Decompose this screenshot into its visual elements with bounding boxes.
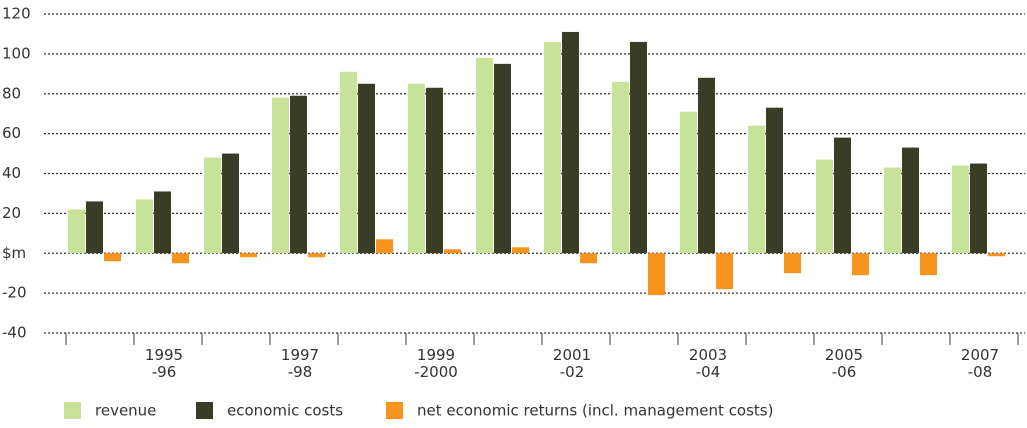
legend-swatch	[196, 402, 213, 419]
bar	[172, 253, 189, 264]
bar	[104, 253, 121, 262]
bar	[136, 199, 153, 254]
bar	[86, 201, 103, 254]
bar	[970, 163, 987, 254]
x-tick-label: 1999 -2000	[414, 346, 458, 381]
bar	[68, 209, 85, 254]
bar	[698, 77, 715, 254]
bar	[902, 147, 919, 254]
x-tick-label: 2001 -02	[552, 346, 592, 381]
bar	[358, 83, 375, 254]
bar	[240, 253, 257, 258]
bar	[154, 191, 171, 254]
bar	[630, 41, 647, 254]
x-tick-label: 2007 -08	[960, 346, 1000, 381]
bar	[426, 87, 443, 254]
bar	[648, 253, 665, 296]
bar	[444, 249, 461, 254]
bar	[816, 159, 833, 254]
x-tick-label: 1995 -96	[144, 346, 184, 381]
legend-swatch	[64, 402, 81, 419]
bar	[580, 253, 597, 264]
y-tick-label: 80	[2, 84, 21, 102]
bar	[952, 165, 969, 254]
x-tick-label: 2003 -04	[688, 346, 728, 381]
y-tick-label: -40	[2, 324, 27, 342]
bar	[612, 81, 629, 254]
bar	[784, 253, 801, 274]
x-tick-label: 1997 -98	[280, 346, 320, 381]
legend-swatch	[386, 402, 403, 419]
bar	[376, 239, 393, 254]
bar	[680, 111, 697, 254]
bar	[222, 153, 239, 254]
y-tick-label: 40	[2, 164, 21, 182]
bar	[884, 167, 901, 254]
x-tick-label: 2005 -06	[824, 346, 864, 381]
bar	[716, 253, 733, 290]
bar	[476, 57, 493, 254]
bar	[988, 253, 1005, 257]
legend-label: economic costs	[227, 402, 343, 420]
legend-label: net economic returns (incl. management c…	[417, 402, 773, 420]
bar	[290, 95, 307, 254]
bar	[308, 253, 325, 258]
bar	[834, 137, 851, 254]
y-tick-label: 120	[2, 5, 31, 23]
y-tick-label: $m	[2, 244, 26, 262]
bar	[748, 125, 765, 254]
bar	[766, 107, 783, 254]
y-tick-label: -20	[2, 284, 27, 302]
bar	[408, 83, 425, 254]
bar	[544, 41, 561, 254]
y-tick-label: 20	[2, 204, 21, 222]
y-tick-label: 100	[2, 44, 31, 62]
bar	[512, 247, 529, 254]
bar	[340, 71, 357, 254]
bar	[852, 253, 869, 276]
bar	[562, 31, 579, 254]
bar	[920, 253, 937, 276]
bar	[272, 97, 289, 254]
legend-label: revenue	[95, 402, 156, 420]
bar	[494, 63, 511, 254]
y-tick-label: 60	[2, 124, 21, 142]
bar	[204, 157, 221, 254]
